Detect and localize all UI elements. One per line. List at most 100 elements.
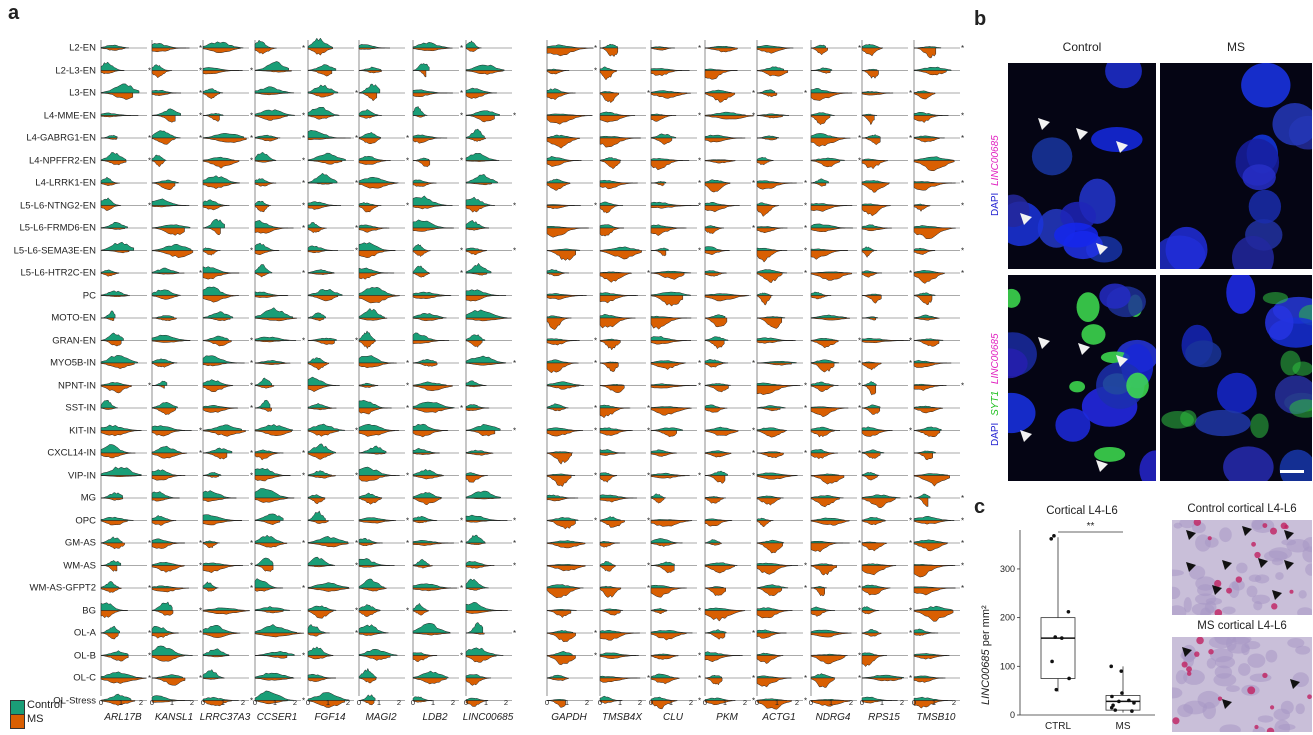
- significance-star: *: [647, 584, 650, 593]
- violin-ms: [650, 317, 687, 330]
- violin-control: [254, 377, 273, 386]
- violin-control: [412, 359, 437, 364]
- violin-ms: [810, 497, 840, 508]
- violin-control: [151, 401, 178, 409]
- violin-control: [650, 653, 676, 656]
- violin-ms: [307, 520, 329, 524]
- violin-control: [307, 84, 339, 94]
- significance-star: *: [148, 674, 151, 683]
- violin-ms: [254, 587, 282, 592]
- significance-star: *: [513, 517, 516, 526]
- tissue-cell: [1183, 669, 1205, 685]
- nucleus: [1231, 235, 1274, 269]
- violin-ms: [307, 407, 337, 411]
- violin-ms: [913, 137, 940, 143]
- violin-ms: [254, 295, 289, 298]
- violin-ms: [756, 227, 784, 234]
- arrowhead-icon: [1038, 337, 1050, 349]
- tissue-cell: [1246, 585, 1258, 598]
- violin-ms: [650, 407, 692, 416]
- violin-control: [650, 493, 667, 499]
- axis-tick-label: 1: [879, 698, 885, 707]
- violin-ms: [465, 160, 497, 162]
- violin-control: [861, 629, 879, 634]
- violin-control: [202, 562, 241, 566]
- violin-control: [546, 674, 567, 679]
- ish-signal-dot: [1194, 651, 1200, 657]
- violin-control: [756, 316, 786, 319]
- violin-ms: [704, 92, 736, 103]
- violin-control: [100, 61, 125, 71]
- tissue-cell: [1238, 663, 1251, 676]
- violin-control: [756, 360, 797, 364]
- violin-control: [412, 622, 451, 634]
- violin-ms: [100, 115, 131, 118]
- violin-ms: [861, 340, 910, 344]
- significance-star: *: [355, 224, 358, 233]
- violin-ms: [704, 340, 725, 350]
- violin-ms: [100, 47, 126, 51]
- significance-star: *: [594, 652, 597, 661]
- violin-ms: [704, 632, 726, 640]
- violin-control: [465, 153, 500, 161]
- violin-ms: [151, 250, 194, 259]
- cell-type-label: L5-L6-NTNG2-EN: [19, 200, 96, 211]
- significance-star: *: [647, 517, 650, 526]
- significance-star: *: [250, 67, 253, 76]
- violin-ms: [307, 655, 334, 660]
- violin-control: [358, 308, 385, 319]
- violin-control: [202, 581, 219, 589]
- violin-control: [650, 538, 683, 544]
- violin-control: [465, 262, 492, 274]
- significance-star: *: [594, 359, 597, 368]
- violin-ms: [913, 115, 943, 123]
- ish-signal-dot: [1196, 637, 1204, 645]
- violin-control: [254, 534, 284, 544]
- tissue-cell: [1206, 658, 1217, 669]
- violin-ms: [599, 137, 641, 148]
- violin-control: [704, 383, 731, 386]
- tissue-cell: [1183, 597, 1192, 613]
- violin-control: [704, 496, 727, 499]
- syt1-signal: [1081, 324, 1106, 345]
- violin-control: [861, 517, 886, 521]
- violin-control: [913, 314, 938, 319]
- violin-ms: [151, 430, 186, 437]
- violin-ms: [202, 565, 243, 573]
- violin-ms: [756, 295, 772, 306]
- cell-type-label: OL-Stress: [53, 695, 96, 706]
- violin-control: [151, 198, 190, 206]
- axis-tick-label: 2: [584, 698, 590, 707]
- violin-control: [546, 226, 588, 229]
- y-axis-label: LINC00685 per mm²: [980, 605, 992, 705]
- significance-star: *: [804, 179, 807, 188]
- violin-ms: [255, 407, 272, 412]
- violin-control: [465, 110, 500, 116]
- column-header-ms: MS: [1227, 40, 1245, 54]
- violin-ms: [358, 272, 388, 280]
- violin-control: [465, 196, 496, 206]
- violin-ms: [546, 272, 566, 277]
- significance-star: *: [961, 179, 964, 188]
- violin-ms: [756, 182, 797, 190]
- violin-ms: [650, 227, 685, 237]
- violin-ms: [412, 700, 432, 703]
- violin-ms: [202, 340, 232, 347]
- violin-ms: [861, 385, 877, 396]
- violin-control: [704, 697, 733, 701]
- violin-control: [465, 355, 507, 364]
- cell-type-label: L4-GABRG1-EN: [26, 132, 96, 144]
- violin-control: [599, 427, 633, 431]
- axis-tick-label: 1: [774, 698, 780, 707]
- violin-control: [465, 424, 501, 431]
- violin-control: [756, 269, 788, 274]
- violin-control: [861, 381, 877, 386]
- violin-control: [704, 404, 725, 409]
- significance-star: *: [460, 652, 463, 661]
- violin-control: [202, 175, 241, 184]
- significance-star: *: [804, 224, 807, 233]
- violin-ms: [599, 587, 622, 598]
- violin-ms: [756, 497, 781, 506]
- violin-control: [100, 466, 142, 476]
- violin-ms: [202, 475, 220, 478]
